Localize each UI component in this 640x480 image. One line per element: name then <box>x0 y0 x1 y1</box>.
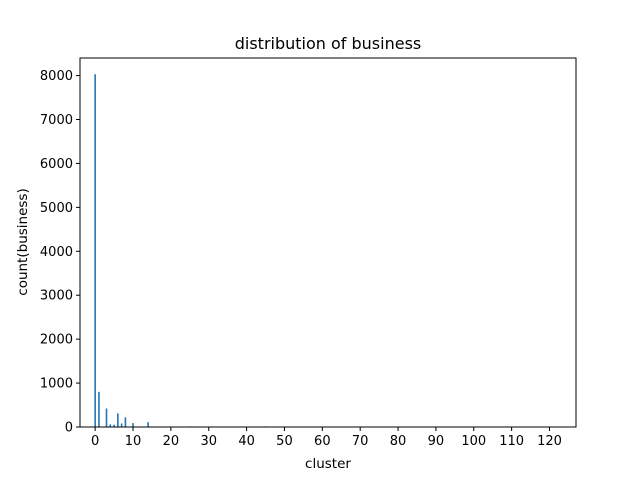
x-tick-label: 10 <box>125 434 142 449</box>
plot-frame <box>79 57 577 428</box>
x-tick-label: 30 <box>200 434 217 449</box>
y-tick-label: 0 <box>65 421 73 436</box>
x-axis-label: cluster <box>305 456 351 472</box>
x-tick-label: 110 <box>499 434 524 449</box>
bar <box>105 408 108 427</box>
x-tick-label: 80 <box>390 434 407 449</box>
bar <box>147 422 149 427</box>
y-tick-label: 2000 <box>40 333 73 348</box>
bar <box>98 391 100 427</box>
bar <box>109 424 112 427</box>
x-tick-label: 40 <box>238 434 255 449</box>
x-tick-label: 120 <box>537 434 562 449</box>
x-axis-ticks: 0 10 20 30 40 50 60 70 80 90 100 110 120 <box>91 427 562 449</box>
x-tick-label: 90 <box>428 434 445 449</box>
x-tick-label: 20 <box>163 434 180 449</box>
y-tick-label: 6000 <box>40 157 73 172</box>
chart-title: distribution of business <box>235 34 422 53</box>
y-tick-label: 8000 <box>40 69 73 84</box>
x-tick-label: 100 <box>461 434 486 449</box>
y-tick-label: 5000 <box>40 201 73 216</box>
x-tick-label: 0 <box>91 434 99 449</box>
bar <box>94 74 96 427</box>
bar <box>120 423 123 427</box>
bar <box>124 417 127 427</box>
x-tick-label: 70 <box>352 434 369 449</box>
y-tick-label: 1000 <box>40 377 73 392</box>
bar <box>113 424 115 427</box>
y-axis-label: count(business) <box>15 188 31 295</box>
x-tick-label: 60 <box>314 434 331 449</box>
y-tick-label: 7000 <box>40 113 73 128</box>
x-tick-label: 50 <box>276 434 293 449</box>
bar <box>117 413 119 427</box>
bar <box>132 423 134 427</box>
y-axis-ticks: 0 1000 2000 3000 4000 5000 6000 7000 8000 <box>40 69 80 436</box>
y-tick-label: 4000 <box>40 245 73 260</box>
y-tick-label: 3000 <box>40 289 73 304</box>
